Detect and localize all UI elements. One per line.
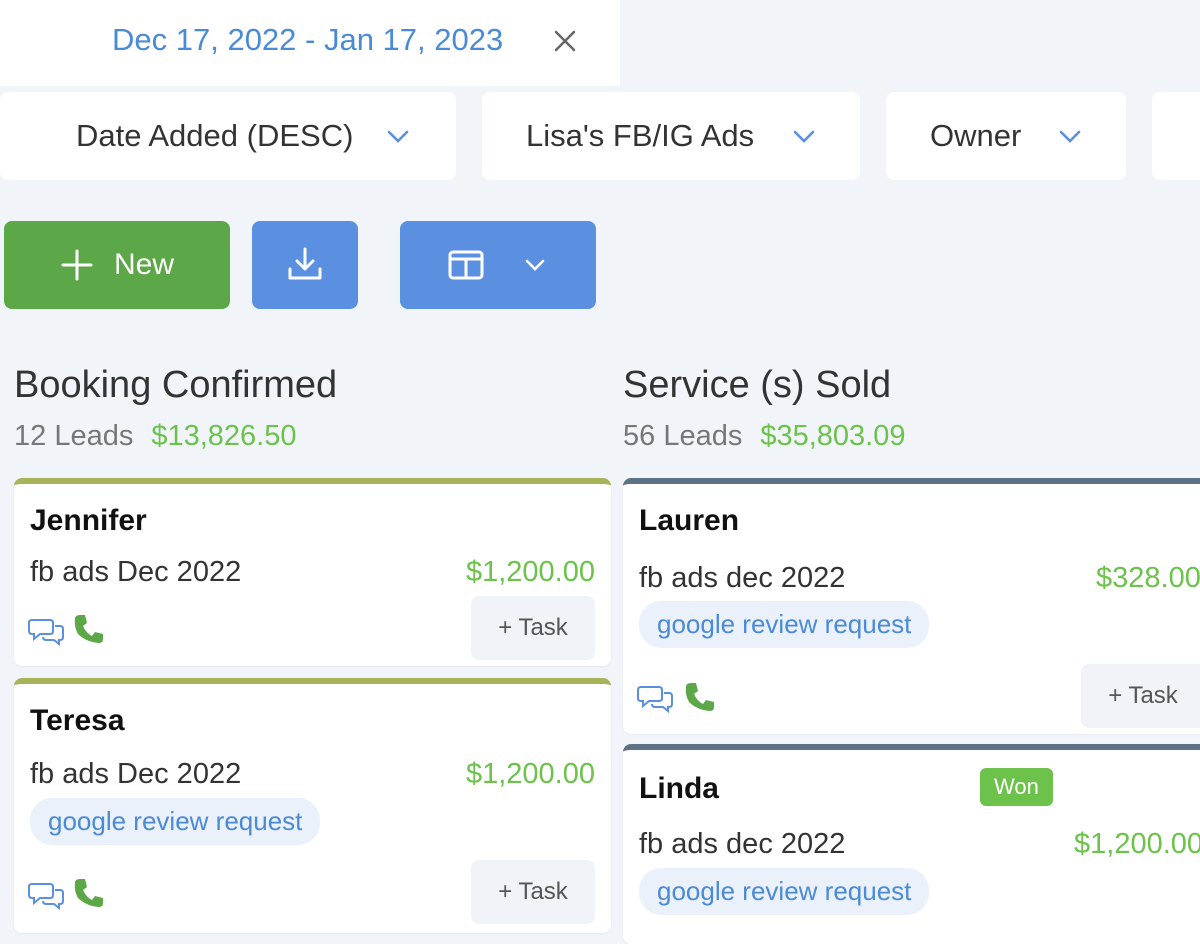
opportunity-card[interactable]: Jennifer fb ads Dec 2022 $1,200.00 + Tas… — [14, 478, 611, 666]
card-name[interactable]: Teresa — [30, 704, 125, 737]
chevron-down-icon — [387, 130, 409, 143]
card-source: fb ads Dec 2022 — [30, 556, 242, 588]
status-badge: Won — [980, 768, 1053, 806]
column-amount: $13,826.50 — [151, 420, 297, 452]
owner-dropdown[interactable]: Owner — [886, 92, 1126, 180]
opportunity-card[interactable]: Teresa fb ads Dec 2022 $1,200.00 google … — [14, 678, 611, 933]
add-task-button[interactable]: + Task — [471, 596, 595, 660]
card-source: fb ads dec 2022 — [639, 828, 846, 860]
phone-icon[interactable] — [72, 876, 106, 910]
pipeline-dropdown[interactable]: Lisa's FB/IG Ads — [482, 92, 860, 180]
opportunity-card[interactable]: Linda Won fb ads dec 2022 $1,200.00 goog… — [623, 744, 1200, 944]
date-range-label[interactable]: Dec 17, 2022 - Jan 17, 2023 — [112, 22, 504, 57]
chat-icon[interactable] — [28, 880, 64, 910]
view-toggle-button[interactable] — [400, 221, 596, 309]
column-summary: 56 Leads $35,803.09 — [623, 420, 905, 453]
card-name[interactable]: Lauren — [639, 504, 740, 537]
column-amount: $35,803.09 — [760, 420, 906, 452]
new-button[interactable]: New — [4, 221, 230, 309]
column-title: Booking Confirmed — [14, 364, 338, 406]
close-icon[interactable] — [550, 26, 580, 56]
card-name[interactable]: Linda — [639, 772, 719, 805]
tag-badge: google review request — [639, 601, 930, 648]
card-value: $1,200.00 — [1074, 828, 1200, 860]
date-range-tab: Dec 17, 2022 - Jan 17, 2023 — [0, 0, 620, 86]
card-source: fb ads dec 2022 — [639, 562, 846, 594]
sort-dropdown-label: Date Added (DESC) — [76, 118, 354, 153]
chevron-down-icon — [793, 130, 815, 143]
new-button-label: New — [113, 248, 174, 281]
chevron-down-icon — [1059, 130, 1081, 143]
download-button[interactable] — [252, 221, 358, 309]
download-icon — [288, 247, 322, 280]
lead-count: 56 Leads — [623, 420, 743, 452]
pipeline-dropdown-label: Lisa's FB/IG Ads — [526, 118, 755, 153]
card-value: $328.00 — [1096, 562, 1200, 594]
owner-dropdown-label: Owner — [930, 118, 1022, 153]
more-filter-dropdown[interactable] — [1152, 92, 1200, 180]
column-title: Service (s) Sold — [623, 364, 892, 406]
tag-badge: google review request — [639, 868, 930, 915]
card-source: fb ads Dec 2022 — [30, 758, 242, 790]
tag-badge: google review request — [30, 798, 321, 845]
phone-icon[interactable] — [683, 680, 717, 714]
column-summary: 12 Leads $13,826.50 — [14, 420, 296, 453]
card-value: $1,200.00 — [465, 758, 595, 790]
phone-icon[interactable] — [72, 612, 106, 646]
chat-icon[interactable] — [28, 616, 64, 646]
sort-dropdown[interactable]: Date Added (DESC) — [0, 92, 456, 180]
chevron-down-icon — [525, 259, 545, 271]
add-task-button[interactable]: + Task — [471, 860, 595, 924]
plus-icon — [61, 249, 93, 281]
opportunity-card[interactable]: Lauren fb ads dec 2022 $328.00 google re… — [623, 478, 1200, 734]
card-name[interactable]: Jennifer — [30, 504, 147, 537]
lead-count: 12 Leads — [14, 420, 134, 452]
chat-icon[interactable] — [637, 683, 673, 713]
columns-icon — [448, 250, 484, 280]
add-task-button[interactable]: + Task — [1081, 664, 1200, 728]
card-value: $1,200.00 — [465, 556, 595, 588]
